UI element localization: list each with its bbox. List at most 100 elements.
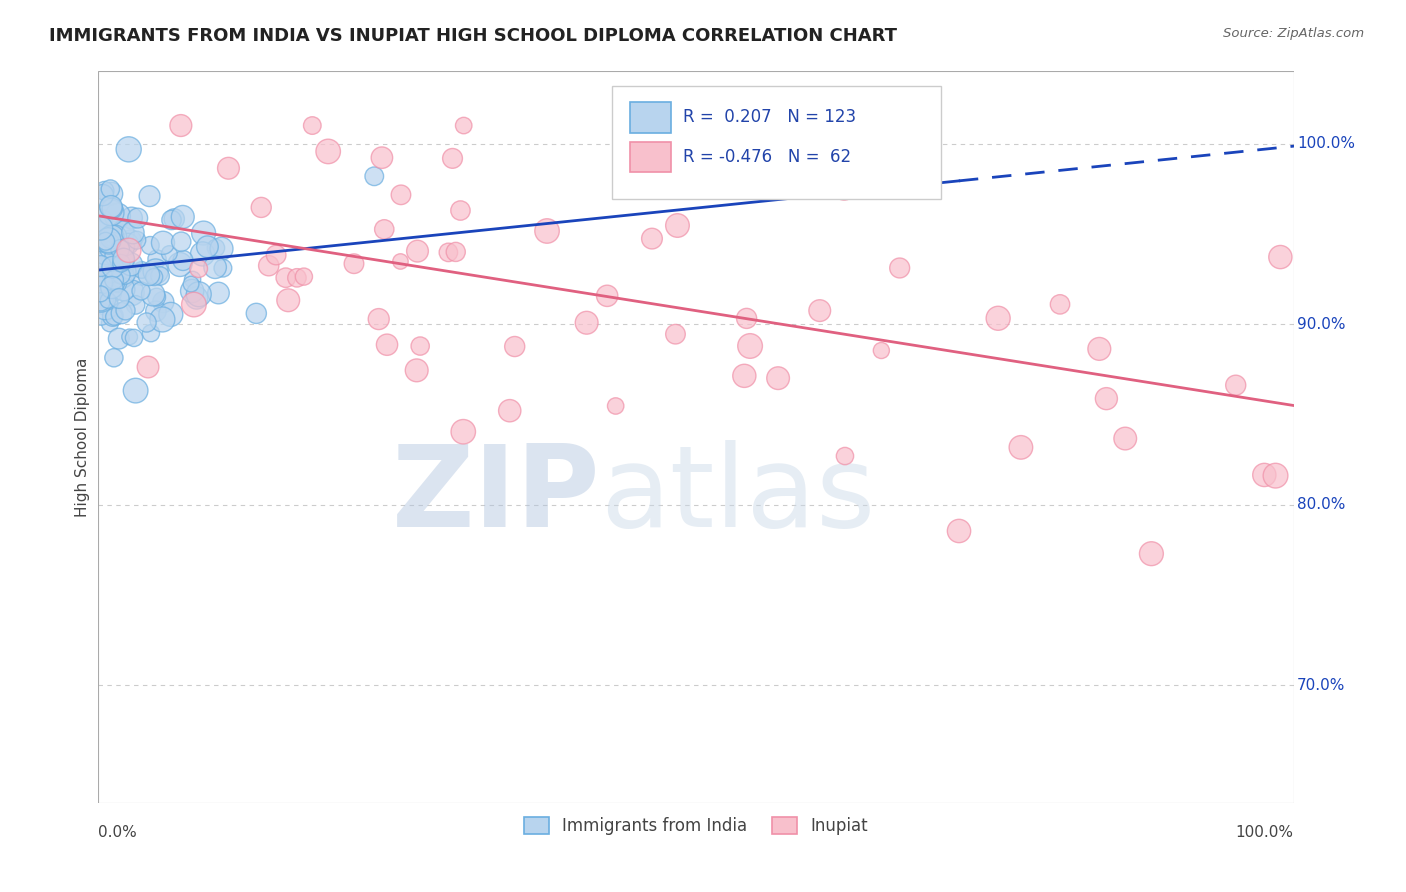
Point bbox=[145, 264, 167, 278]
Point bbox=[120, 233, 142, 247]
Point bbox=[503, 339, 526, 353]
Point bbox=[1114, 432, 1136, 446]
Point bbox=[129, 284, 152, 298]
Point bbox=[90, 293, 112, 307]
Point bbox=[150, 312, 173, 326]
Point bbox=[449, 203, 471, 218]
Point bbox=[363, 169, 385, 184]
Point bbox=[834, 449, 856, 463]
Point bbox=[136, 359, 159, 374]
Point bbox=[97, 293, 120, 308]
Point bbox=[101, 202, 124, 216]
Point bbox=[536, 224, 558, 238]
Point bbox=[409, 339, 432, 353]
Point bbox=[145, 290, 167, 304]
Point bbox=[217, 161, 239, 176]
Point bbox=[93, 184, 115, 198]
Point bbox=[100, 240, 122, 254]
Point bbox=[90, 271, 112, 285]
Point bbox=[98, 316, 121, 330]
Point bbox=[94, 300, 117, 314]
Point bbox=[96, 256, 118, 270]
Point bbox=[112, 246, 135, 260]
Point bbox=[159, 307, 181, 321]
Point bbox=[90, 307, 112, 321]
Point bbox=[139, 326, 162, 341]
Point bbox=[111, 253, 134, 268]
Point bbox=[371, 151, 394, 165]
Point bbox=[733, 368, 755, 383]
Point bbox=[373, 222, 395, 236]
Point bbox=[605, 399, 627, 413]
Point bbox=[277, 293, 299, 308]
Point bbox=[91, 220, 114, 235]
Text: 100.0%: 100.0% bbox=[1236, 825, 1294, 839]
Point bbox=[499, 403, 522, 417]
Point bbox=[96, 297, 118, 311]
Point bbox=[121, 211, 143, 225]
Point bbox=[91, 221, 114, 235]
Point bbox=[766, 371, 789, 385]
Point bbox=[110, 252, 132, 267]
Point bbox=[101, 309, 124, 323]
Point bbox=[641, 231, 664, 245]
Point bbox=[112, 265, 135, 279]
Point bbox=[90, 239, 112, 253]
Point bbox=[125, 233, 148, 247]
Point bbox=[301, 119, 323, 133]
Point bbox=[197, 240, 219, 254]
Point bbox=[832, 182, 855, 196]
Point bbox=[1088, 342, 1111, 356]
Point bbox=[111, 250, 134, 264]
Y-axis label: High School Diploma: High School Diploma bbox=[75, 358, 90, 516]
Point bbox=[738, 339, 761, 353]
Point bbox=[108, 292, 131, 306]
Point bbox=[114, 303, 136, 318]
Point bbox=[172, 210, 194, 224]
Point bbox=[103, 351, 125, 365]
Point bbox=[180, 277, 202, 291]
Point bbox=[108, 261, 131, 276]
Point bbox=[250, 201, 273, 215]
Point bbox=[292, 269, 315, 284]
Legend: Immigrants from India, Inupiat: Immigrants from India, Inupiat bbox=[517, 811, 875, 842]
Text: 0.0%: 0.0% bbox=[98, 825, 138, 839]
Point bbox=[343, 257, 366, 271]
Point bbox=[212, 261, 235, 276]
Point bbox=[735, 311, 758, 326]
Point bbox=[111, 306, 134, 320]
Point bbox=[135, 316, 157, 330]
Point bbox=[666, 219, 689, 233]
Point bbox=[152, 295, 174, 310]
Point bbox=[131, 267, 153, 281]
Point bbox=[90, 276, 112, 290]
Point bbox=[118, 330, 141, 344]
Point bbox=[104, 229, 127, 244]
Point bbox=[145, 304, 167, 318]
Point bbox=[406, 244, 429, 259]
Point bbox=[163, 211, 186, 226]
Point bbox=[138, 189, 160, 203]
Point bbox=[441, 152, 464, 166]
Point bbox=[127, 211, 149, 225]
Point bbox=[122, 226, 145, 240]
Point bbox=[105, 277, 128, 291]
FancyBboxPatch shape bbox=[613, 86, 941, 200]
Point bbox=[191, 247, 214, 261]
Point bbox=[103, 310, 125, 324]
Point bbox=[152, 235, 174, 250]
Point bbox=[375, 337, 398, 351]
Point bbox=[112, 283, 135, 297]
Point bbox=[808, 303, 831, 318]
Point bbox=[124, 384, 146, 398]
Point bbox=[211, 242, 233, 256]
Point bbox=[193, 226, 215, 240]
Point bbox=[437, 245, 460, 260]
Point bbox=[143, 270, 166, 285]
Point bbox=[90, 214, 112, 228]
Point bbox=[1264, 468, 1286, 483]
Point bbox=[1270, 250, 1292, 264]
Point bbox=[90, 221, 112, 235]
Text: Source: ZipAtlas.com: Source: ZipAtlas.com bbox=[1223, 27, 1364, 40]
Point bbox=[94, 234, 117, 248]
